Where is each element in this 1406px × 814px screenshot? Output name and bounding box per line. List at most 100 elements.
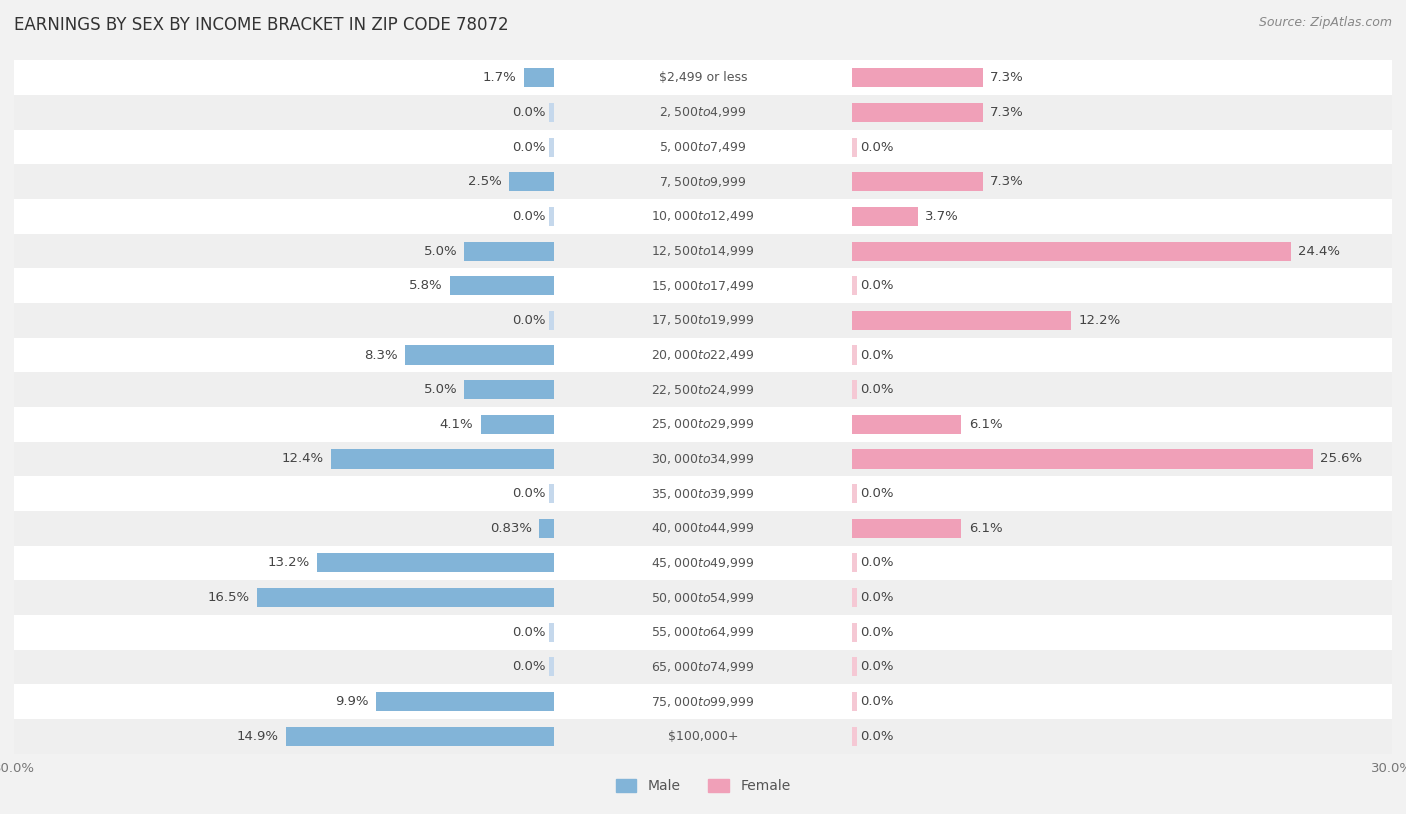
Text: 2.5%: 2.5% [468, 175, 502, 188]
Bar [0, 511, 1406, 545]
Bar [0, 303, 1406, 338]
Bar [0, 164, 1406, 199]
Text: 12.4%: 12.4% [281, 453, 323, 466]
Bar [464, 380, 554, 399]
Bar [285, 727, 554, 746]
Text: $20,000 to $22,499: $20,000 to $22,499 [651, 348, 755, 362]
Bar [0, 234, 1406, 269]
Bar [316, 554, 554, 572]
Text: $100,000+: $100,000+ [668, 729, 738, 742]
Bar [852, 380, 858, 399]
Text: 5.0%: 5.0% [423, 244, 457, 257]
Bar [0, 615, 1406, 650]
Bar [852, 484, 858, 503]
Legend: Male, Female: Male, Female [610, 774, 796, 799]
Bar [0, 60, 1406, 95]
Text: 0.83%: 0.83% [491, 522, 533, 535]
Text: 0.0%: 0.0% [512, 487, 546, 500]
Bar [0, 60, 1406, 95]
Bar [0, 129, 1406, 164]
Bar [0, 685, 1406, 719]
Text: $65,000 to $74,999: $65,000 to $74,999 [651, 660, 755, 674]
Bar [0, 338, 1406, 372]
Bar [0, 129, 1406, 164]
Text: $15,000 to $17,499: $15,000 to $17,499 [651, 278, 755, 293]
Bar [0, 442, 1406, 476]
Bar [852, 207, 918, 226]
Text: 0.0%: 0.0% [860, 660, 894, 673]
Bar [0, 719, 1406, 754]
Bar [852, 519, 962, 538]
Bar [852, 415, 962, 434]
Bar [0, 338, 1406, 372]
Text: $7,500 to $9,999: $7,500 to $9,999 [659, 175, 747, 189]
Bar [0, 269, 1406, 303]
Bar [852, 658, 858, 676]
Text: 0.0%: 0.0% [860, 557, 894, 570]
Bar [464, 242, 554, 260]
Text: 13.2%: 13.2% [267, 557, 309, 570]
Bar [0, 164, 1406, 199]
Bar [852, 449, 1313, 469]
Text: 0.0%: 0.0% [512, 210, 546, 223]
Bar [0, 303, 1406, 338]
Text: 9.9%: 9.9% [336, 695, 368, 708]
Bar [852, 173, 983, 191]
Bar [548, 207, 554, 226]
Bar [0, 372, 1406, 407]
Text: 24.4%: 24.4% [1298, 244, 1340, 257]
Bar [0, 442, 1406, 476]
Bar [0, 234, 1406, 269]
Text: $75,000 to $99,999: $75,000 to $99,999 [651, 694, 755, 708]
Bar [0, 580, 1406, 615]
Text: 7.3%: 7.3% [990, 175, 1024, 188]
Text: 0.0%: 0.0% [860, 383, 894, 396]
Bar [450, 276, 554, 295]
Bar [0, 234, 1406, 269]
Bar [0, 164, 1406, 199]
Bar [0, 372, 1406, 407]
Bar [0, 95, 1406, 129]
Text: 16.5%: 16.5% [208, 591, 250, 604]
Bar [0, 199, 1406, 234]
Text: 8.3%: 8.3% [364, 348, 398, 361]
Bar [0, 372, 1406, 407]
Text: 14.9%: 14.9% [236, 729, 278, 742]
Bar [257, 588, 554, 607]
Bar [548, 103, 554, 122]
Bar [852, 242, 1291, 260]
Bar [0, 545, 1406, 580]
Text: 0.0%: 0.0% [512, 660, 546, 673]
Text: $5,000 to $7,499: $5,000 to $7,499 [659, 140, 747, 154]
Bar [540, 519, 554, 538]
Bar [548, 623, 554, 641]
Bar [0, 650, 1406, 685]
Text: 12.2%: 12.2% [1078, 314, 1121, 327]
Text: 4.1%: 4.1% [440, 418, 474, 431]
Text: $30,000 to $34,999: $30,000 to $34,999 [651, 452, 755, 466]
Bar [548, 484, 554, 503]
Bar [0, 129, 1406, 164]
Text: $25,000 to $29,999: $25,000 to $29,999 [651, 418, 755, 431]
Bar [0, 545, 1406, 580]
Bar [852, 623, 858, 641]
Text: 1.7%: 1.7% [482, 72, 516, 85]
Bar [0, 719, 1406, 754]
Bar [0, 685, 1406, 719]
Bar [0, 476, 1406, 511]
Bar [548, 138, 554, 156]
Text: EARNINGS BY SEX BY INCOME BRACKET IN ZIP CODE 78072: EARNINGS BY SEX BY INCOME BRACKET IN ZIP… [14, 16, 509, 34]
Text: 6.1%: 6.1% [969, 418, 1002, 431]
Bar [0, 407, 1406, 442]
Text: 0.0%: 0.0% [860, 729, 894, 742]
Text: 0.0%: 0.0% [512, 314, 546, 327]
Text: 0.0%: 0.0% [512, 141, 546, 154]
Text: $55,000 to $64,999: $55,000 to $64,999 [651, 625, 755, 639]
Bar [0, 650, 1406, 685]
Bar [0, 615, 1406, 650]
Bar [852, 692, 858, 711]
Bar [481, 415, 554, 434]
Bar [0, 685, 1406, 719]
Bar [0, 719, 1406, 754]
Bar [0, 95, 1406, 129]
